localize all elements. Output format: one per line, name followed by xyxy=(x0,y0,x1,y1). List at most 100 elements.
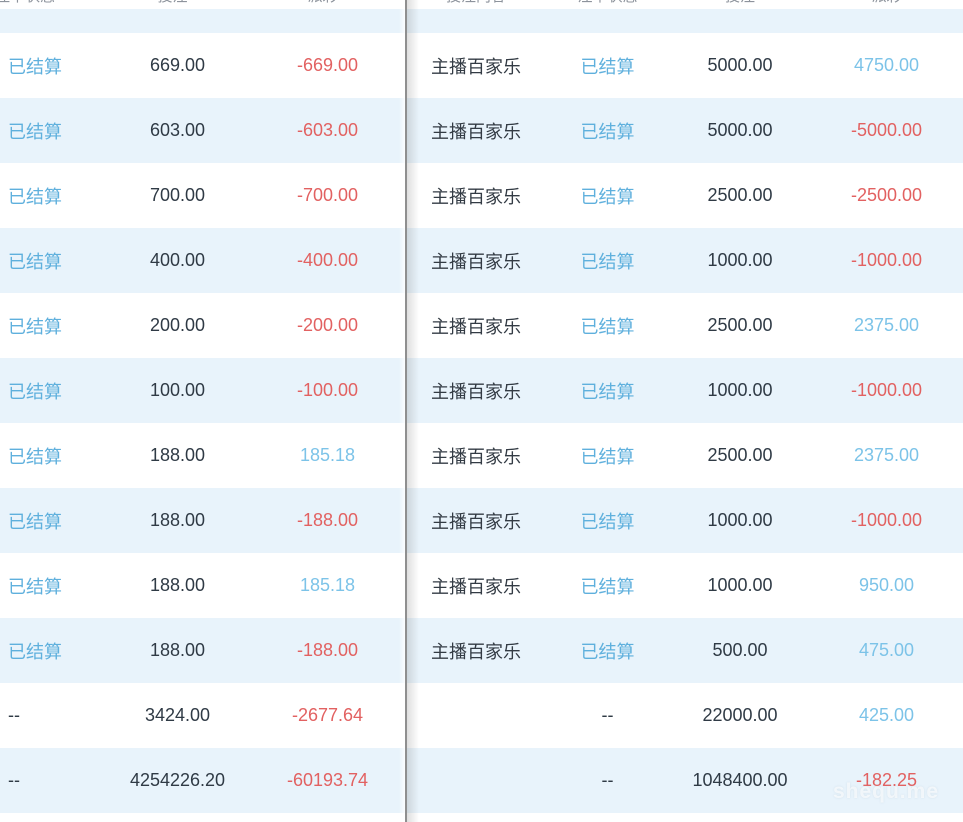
status-cell: 已结算 xyxy=(8,251,62,272)
table-row: 主播百家乐 已结算 2500.00 -2500.00 xyxy=(407,163,963,228)
status-cell: -- xyxy=(601,770,614,790)
left-partial-scrolled-row xyxy=(0,9,405,33)
table-row: 主播百家乐 已结算 5000.00 4750.00 xyxy=(407,33,963,98)
table-row: 主播百家乐 已结算 500.00 475.00 xyxy=(407,618,963,683)
column-header: 派彩 xyxy=(245,0,400,7)
table-row: 主播百家乐 已结算 1000.00 -1000.00 xyxy=(407,488,963,553)
status-cell: 已结算 xyxy=(8,446,62,467)
bet-cell: 1000.00 xyxy=(707,510,773,530)
payout-cell: -182.25 xyxy=(855,770,918,790)
payout-cell: -60193.74 xyxy=(286,770,369,790)
payout-cell: 425.00 xyxy=(858,705,915,725)
table-row: -- 3424.00 -2677.64 xyxy=(0,683,405,748)
bets-table-left: 注单状态投注派彩 已结算 669.00 -669.00 已结算 603.00 -603.0… xyxy=(0,0,405,822)
status-cell: -- xyxy=(8,770,20,790)
table-row: 已结算 200.00 -200.00 xyxy=(0,293,405,358)
bet-cell: 188.00 xyxy=(149,575,206,595)
status-cell: 已结算 xyxy=(8,56,62,77)
bet-cell: 2500.00 xyxy=(707,315,773,335)
column-header: 投注 xyxy=(670,0,810,7)
status-cell: 已结算 xyxy=(8,121,62,142)
status-cell: 已结算 xyxy=(580,186,635,207)
table-row: 主播百家乐 已结算 1000.00 950.00 xyxy=(407,553,963,618)
bet-cell: 400.00 xyxy=(149,250,206,270)
table-row: 主播百家乐 已结算 1000.00 -1000.00 xyxy=(407,358,963,423)
right-table-header-row: 投注内容注单状态投注派彩 xyxy=(407,0,963,9)
bet-content-cell: 主播百家乐 xyxy=(431,251,521,272)
table-row: 主播百家乐 已结算 1000.00 -1000.00 xyxy=(407,228,963,293)
bet-cell: 188.00 xyxy=(149,510,206,530)
left-table-header-row: 注单状态投注派彩 xyxy=(0,0,405,9)
bet-cell: 5000.00 xyxy=(707,55,773,75)
bet-cell: 1000.00 xyxy=(707,575,773,595)
payout-cell: -1000.00 xyxy=(850,250,923,270)
column-header: 注单状态 xyxy=(0,0,100,7)
column-header: 投注 xyxy=(100,0,245,7)
bet-cell: 100.00 xyxy=(149,380,206,400)
payout-cell: -700.00 xyxy=(296,185,359,205)
payout-cell: -5000.00 xyxy=(850,120,923,140)
bet-cell: 4254226.20 xyxy=(129,770,226,790)
right-bottom-filler xyxy=(407,813,963,822)
status-cell: 已结算 xyxy=(8,576,62,597)
status-cell: 已结算 xyxy=(8,511,62,532)
bet-cell: 669.00 xyxy=(149,55,206,75)
column-header: 投注内容 xyxy=(407,0,545,7)
payout-cell: -669.00 xyxy=(296,55,359,75)
payout-cell: 950.00 xyxy=(858,575,915,595)
bet-content-cell: 主播百家乐 xyxy=(431,186,521,207)
bet-cell: 188.00 xyxy=(149,445,206,465)
bet-cell: 1000.00 xyxy=(707,380,773,400)
table-row: 已结算 400.00 -400.00 xyxy=(0,228,405,293)
bet-content-cell: 主播百家乐 xyxy=(431,511,521,532)
table-row: 主播百家乐 已结算 5000.00 -5000.00 xyxy=(407,98,963,163)
vertical-divider xyxy=(405,0,407,822)
payout-cell: -100.00 xyxy=(296,380,359,400)
status-cell: 已结算 xyxy=(580,381,635,402)
column-header: 派彩 xyxy=(810,0,963,7)
status-cell: 已结算 xyxy=(8,641,62,662)
payout-cell: 475.00 xyxy=(858,640,915,660)
bet-cell: 1000.00 xyxy=(707,250,773,270)
payout-cell: -2500.00 xyxy=(850,185,923,205)
table-row: 已结算 603.00 -603.00 xyxy=(0,98,405,163)
payout-cell: 2375.00 xyxy=(853,445,920,465)
status-cell: 已结算 xyxy=(8,316,62,337)
table-row: 主播百家乐 已结算 2500.00 2375.00 xyxy=(407,293,963,358)
table-row: 已结算 188.00 -188.00 xyxy=(0,618,405,683)
status-cell: 已结算 xyxy=(580,446,635,467)
bet-content-cell: 主播百家乐 xyxy=(431,641,521,662)
table-row: 已结算 700.00 -700.00 xyxy=(0,163,405,228)
bet-cell: 2500.00 xyxy=(707,445,773,465)
payout-cell: -200.00 xyxy=(296,315,359,335)
status-cell: 已结算 xyxy=(580,121,635,142)
bet-cell: 603.00 xyxy=(149,120,206,140)
status-cell: -- xyxy=(601,705,614,725)
payout-cell: -188.00 xyxy=(296,510,359,530)
bet-cell: 5000.00 xyxy=(707,120,773,140)
bet-cell: 700.00 xyxy=(149,185,206,205)
left-bottom-filler xyxy=(0,813,405,822)
table-row: -- 22000.00 425.00 xyxy=(407,683,963,748)
payout-cell: -400.00 xyxy=(296,250,359,270)
table-row: 已结算 188.00 185.18 xyxy=(0,553,405,618)
bet-cell: 188.00 xyxy=(149,640,206,660)
status-cell: 已结算 xyxy=(580,251,635,272)
table-row: 已结算 669.00 -669.00 xyxy=(0,33,405,98)
bet-cell: 500.00 xyxy=(712,640,768,660)
payout-cell: -188.00 xyxy=(296,640,359,660)
right-partial-scrolled-row xyxy=(407,9,963,33)
bets-table-right: 投注内容注单状态投注派彩 主播百家乐已结算5000.004750.00主播百家乐… xyxy=(407,0,963,822)
bet-content-cell: 主播百家乐 xyxy=(431,316,521,337)
payout-cell: -1000.00 xyxy=(850,510,923,530)
payout-cell: 4750.00 xyxy=(853,55,920,75)
payout-cell: -603.00 xyxy=(296,120,359,140)
bet-content-cell: 主播百家乐 xyxy=(431,576,521,597)
column-header: 注单状态 xyxy=(545,0,670,7)
payout-cell: 185.18 xyxy=(299,445,356,465)
bet-cell: 200.00 xyxy=(149,315,206,335)
bet-content-cell: 主播百家乐 xyxy=(431,56,521,77)
table-row: 已结算 188.00 -188.00 xyxy=(0,488,405,553)
bet-cell: 3424.00 xyxy=(144,705,211,725)
